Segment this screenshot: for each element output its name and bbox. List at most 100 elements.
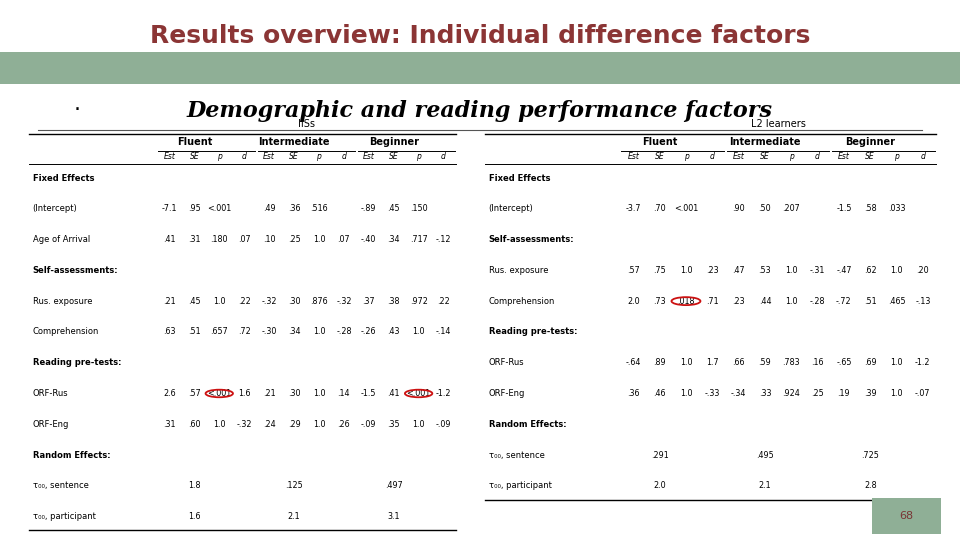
Text: .69: .69 [864,358,876,367]
Text: .19: .19 [837,389,851,398]
Text: .36: .36 [627,389,639,398]
Text: .30: .30 [288,296,300,306]
Text: Est: Est [363,152,374,161]
Text: -.09: -.09 [436,420,451,429]
Text: .60: .60 [188,420,201,429]
Text: 68: 68 [900,511,913,521]
Text: .66: .66 [732,358,745,367]
Text: Intermediate: Intermediate [258,137,330,147]
Text: .018: .018 [677,296,695,306]
Text: (Intercept): (Intercept) [33,204,78,213]
Text: 1.0: 1.0 [313,327,325,336]
Text: .47: .47 [732,266,745,275]
Text: .46: .46 [654,389,666,398]
Text: SE: SE [189,152,200,161]
Text: .125: .125 [285,481,303,490]
Text: .43: .43 [388,327,400,336]
Text: -1.2: -1.2 [915,358,930,367]
Text: .57: .57 [188,389,201,398]
Text: <.001: <.001 [674,204,698,213]
Text: -.13: -.13 [915,296,930,306]
Text: .497: .497 [385,481,402,490]
Text: p: p [417,152,421,161]
Text: 1.0: 1.0 [680,358,692,367]
Text: .23: .23 [732,296,745,306]
Text: 1.0: 1.0 [213,420,226,429]
Text: τ₀₀, sentence: τ₀₀, sentence [33,481,88,490]
Text: .58: .58 [864,204,876,213]
Text: -3.7: -3.7 [626,204,641,213]
Text: (Intercept): (Intercept) [489,204,534,213]
Text: ORF-Rus: ORF-Rus [33,389,68,398]
Text: .180: .180 [210,235,228,244]
Text: .516: .516 [310,204,327,213]
Text: .36: .36 [288,204,300,213]
Text: .53: .53 [758,266,771,275]
Text: τ₀₀, participant: τ₀₀, participant [489,481,551,490]
Text: Reading pre-tests:: Reading pre-tests: [489,327,577,336]
FancyBboxPatch shape [872,498,941,534]
FancyBboxPatch shape [0,52,960,84]
Text: d: d [815,152,820,161]
Text: .876: .876 [310,296,327,306]
Text: d: d [342,152,347,161]
Text: SE: SE [865,152,876,161]
Text: -.07: -.07 [915,389,930,398]
Text: Est: Est [163,152,176,161]
Text: Fluent: Fluent [642,137,678,147]
Text: Est: Est [628,152,639,161]
Text: -.31: -.31 [810,266,826,275]
Text: Beginner: Beginner [845,137,895,147]
Text: .95: .95 [188,204,201,213]
Text: .57: .57 [627,266,639,275]
Text: -1.5: -1.5 [836,204,852,213]
Text: SE: SE [289,152,299,161]
Text: ORF-Eng: ORF-Eng [33,420,69,429]
Text: p: p [217,152,222,161]
Text: Demographic and reading performance factors: Demographic and reading performance fact… [187,100,773,122]
Text: -.12: -.12 [436,235,451,244]
Text: -7.1: -7.1 [161,204,178,213]
Text: 2.1: 2.1 [288,512,300,521]
Text: .207: .207 [782,204,800,213]
Text: 2.0: 2.0 [627,296,639,306]
Text: .39: .39 [864,389,876,398]
Text: p: p [789,152,794,161]
Text: .89: .89 [654,358,666,367]
Text: 1.0: 1.0 [213,296,226,306]
Text: <.001: <.001 [207,389,231,398]
Text: 1.0: 1.0 [313,420,325,429]
Text: -1.5: -1.5 [361,389,376,398]
Text: .20: .20 [917,266,929,275]
Text: 1.0: 1.0 [890,358,902,367]
Text: .31: .31 [163,420,176,429]
Text: Est: Est [838,152,850,161]
Text: .38: .38 [388,296,400,306]
Text: -1.2: -1.2 [436,389,451,398]
Text: .495: .495 [756,450,774,460]
Text: -.65: -.65 [836,358,852,367]
Text: Random Effects:: Random Effects: [489,420,566,429]
Text: .34: .34 [288,327,300,336]
Text: p: p [894,152,899,161]
Text: <.001: <.001 [207,204,231,213]
Text: -.32: -.32 [236,420,252,429]
Text: Beginner: Beginner [369,137,419,147]
Text: .63: .63 [163,327,176,336]
Text: 2.6: 2.6 [163,389,176,398]
Text: .41: .41 [388,389,400,398]
Text: .717: .717 [410,235,427,244]
Text: Comprehension: Comprehension [33,327,99,336]
Text: IISs: IISs [298,118,315,129]
Text: .51: .51 [188,327,201,336]
Text: .45: .45 [388,204,400,213]
Text: SE: SE [655,152,664,161]
Text: Rus. exposure: Rus. exposure [33,296,92,306]
Text: 1.6: 1.6 [188,512,201,521]
Text: .44: .44 [758,296,771,306]
Text: d: d [242,152,247,161]
Text: .51: .51 [864,296,876,306]
Text: .73: .73 [654,296,666,306]
Text: d: d [921,152,925,161]
Text: 1.0: 1.0 [890,266,902,275]
